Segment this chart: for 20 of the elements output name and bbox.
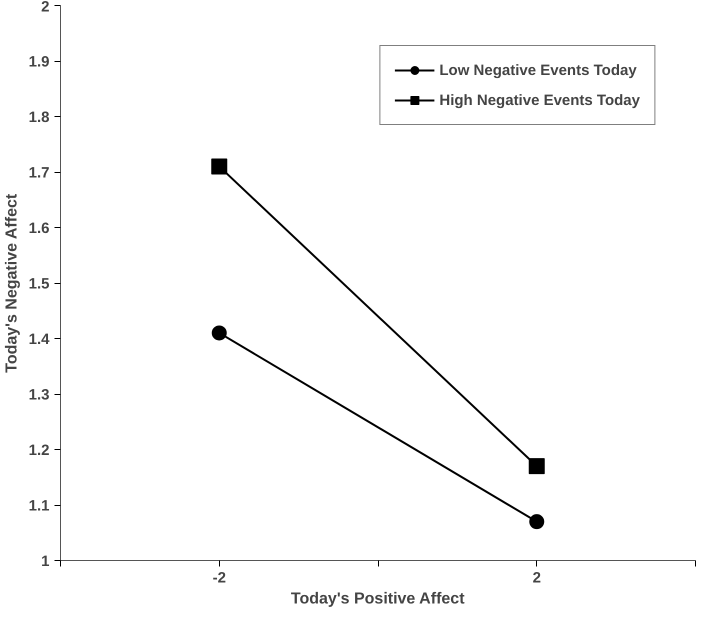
legend-label: High Negative Events Today [439, 92, 640, 108]
y-tick-label: 1.7 [28, 164, 50, 182]
y-tick-label: 1.8 [28, 109, 50, 126]
point [529, 514, 544, 530]
y-tick-label: 2 [41, 0, 50, 16]
x-tick-label: -2 [212, 570, 226, 586]
y-tick-label: 1.4 [28, 331, 50, 348]
x-axis-title: Today's Positive Affect [290, 590, 466, 608]
point [211, 158, 228, 174]
y-axis-title: Today's Negative Affect [4, 193, 21, 373]
point [212, 325, 227, 340]
point [528, 458, 545, 474]
y-tick-label: 1.1 [28, 498, 50, 514]
y-tick-label: 1.6 [28, 220, 50, 237]
y-tick-label: 1 [41, 553, 50, 570]
y-tick-label: 1.5 [28, 276, 50, 292]
y-tick-label: 1.3 [28, 386, 50, 404]
y-tick-label: 1.2 [28, 442, 50, 459]
y-tick-label: 1.9 [28, 54, 50, 70]
legend-label: Low Negative Events Today [439, 62, 637, 78]
